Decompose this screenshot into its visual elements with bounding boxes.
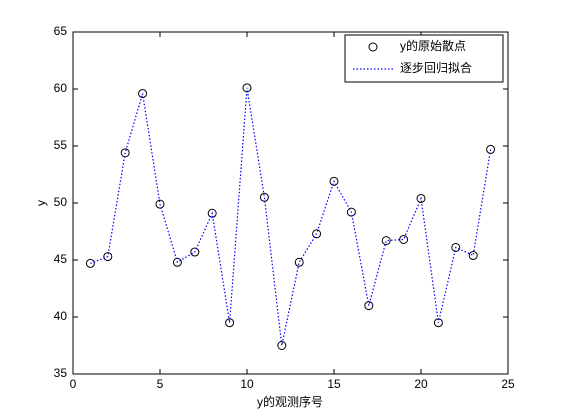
data-point — [468, 250, 478, 260]
data-point — [399, 234, 409, 244]
x-axis-label: y的观测序号 — [257, 394, 323, 409]
plot-area — [72, 31, 509, 375]
data-point — [103, 252, 113, 262]
x-tick-label: 0 — [70, 377, 77, 391]
y-axis-label: y — [34, 200, 48, 206]
data-point — [172, 257, 182, 267]
data-point — [207, 208, 217, 218]
y-tick-label: 65 — [54, 24, 68, 38]
data-point — [138, 89, 148, 99]
data-point — [190, 247, 200, 257]
data-point — [155, 199, 165, 209]
y-tick-label: 50 — [54, 195, 68, 209]
data-point — [451, 242, 461, 252]
legend-label: y的原始散点 — [400, 38, 466, 53]
x-tick-label: 5 — [157, 377, 164, 391]
y-tick-label: 40 — [54, 309, 68, 323]
data-point — [486, 144, 496, 154]
data-point — [312, 229, 322, 239]
fit-line — [90, 87, 492, 346]
data-point — [416, 193, 426, 203]
data-point — [120, 148, 130, 158]
x-tick-label: 15 — [327, 377, 341, 391]
y-tick-label: 35 — [54, 366, 68, 380]
legend-marker — [368, 42, 378, 52]
y-tick-label: 60 — [54, 81, 68, 95]
y-tick-label: 55 — [54, 138, 68, 152]
x-tick-label: 20 — [414, 377, 428, 391]
data-point — [364, 301, 374, 311]
x-tick-label: 10 — [240, 377, 254, 391]
y-tick-label: 45 — [54, 252, 68, 266]
data-point — [329, 176, 339, 186]
x-tick-label: 25 — [501, 377, 515, 391]
data-point — [381, 236, 391, 246]
data-point — [346, 207, 356, 217]
data-point — [294, 257, 304, 267]
data-point — [85, 258, 95, 268]
legend-label: 逐步回归拟合 — [400, 60, 472, 75]
